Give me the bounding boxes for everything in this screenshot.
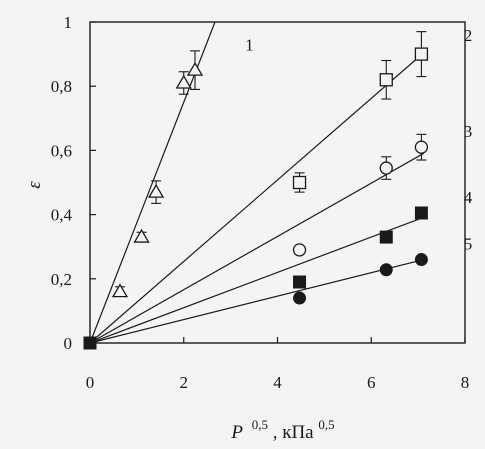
data-point-series-1 bbox=[111, 283, 129, 298]
y-tick-label: 0,4 bbox=[51, 206, 73, 225]
y-tick-label: 0 bbox=[64, 334, 73, 353]
y-axis-title: ε bbox=[24, 181, 45, 189]
data-point-series-5 bbox=[414, 253, 428, 267]
data-point-series-2 bbox=[292, 175, 307, 190]
y-tick-label: 0,8 bbox=[51, 77, 72, 96]
data-point-series-1 bbox=[175, 74, 192, 89]
curve-label-series-3: 3 bbox=[464, 122, 473, 141]
error-bars bbox=[115, 31, 427, 298]
x-tick-label: 2 bbox=[180, 373, 189, 392]
curve-label-series-5: 5 bbox=[464, 234, 473, 253]
x-tick-label: 0 bbox=[86, 373, 95, 392]
data-point-series-4 bbox=[379, 230, 393, 244]
x-axis-title-unit: , кПа bbox=[273, 422, 314, 443]
curve-label-series-4: 4 bbox=[464, 188, 473, 207]
data-point-series-1 bbox=[147, 183, 165, 198]
y-tick-label: 0,6 bbox=[51, 141, 72, 160]
fit-line-series-2 bbox=[89, 52, 425, 344]
data-point-series-5 bbox=[293, 291, 307, 305]
axes bbox=[89, 21, 466, 344]
data-point-series-4 bbox=[293, 275, 307, 289]
x-axis-title-unit-exponent: 0,5 bbox=[318, 417, 334, 432]
x-axis-title-exponent: 0,5 bbox=[252, 417, 268, 432]
data-point-series-3 bbox=[379, 161, 393, 175]
fit-lines bbox=[89, 21, 425, 344]
y-tick-label: 0,2 bbox=[51, 270, 72, 289]
markers bbox=[83, 47, 429, 350]
data-point-series-2 bbox=[379, 73, 393, 87]
fit-line-series-3 bbox=[89, 152, 425, 344]
x-axis-title: P 0,5 , кПа 0,5 bbox=[230, 413, 334, 443]
data-point-series-1 bbox=[186, 61, 204, 76]
x-tick-label: 6 bbox=[367, 373, 376, 392]
data-point-series-2 bbox=[414, 47, 429, 61]
curve-label-series-2: 2 bbox=[464, 26, 473, 45]
data-point-series-4 bbox=[414, 206, 428, 220]
curve-label-series-1: 1 bbox=[245, 35, 254, 54]
data-point-series-3 bbox=[292, 243, 307, 257]
fit-line-series-5 bbox=[89, 258, 424, 344]
x-axis-title-variable: P bbox=[230, 422, 243, 443]
data-point-series-1 bbox=[133, 228, 150, 243]
x-tick-label: 8 bbox=[461, 373, 470, 392]
curve-labels: 1 2 3 4 5 bbox=[245, 26, 473, 254]
data-point-series-3 bbox=[414, 140, 429, 154]
tick-labels: 0 2 4 6 8 0 0,2 0,4 0,6 0,8 1 bbox=[51, 13, 470, 392]
fit-line-series-4 bbox=[89, 216, 424, 344]
x-tick-label: 4 bbox=[273, 373, 282, 392]
y-tick-label: 1 bbox=[64, 13, 73, 32]
data-point-series-5 bbox=[379, 263, 393, 277]
origin-point bbox=[83, 336, 97, 350]
